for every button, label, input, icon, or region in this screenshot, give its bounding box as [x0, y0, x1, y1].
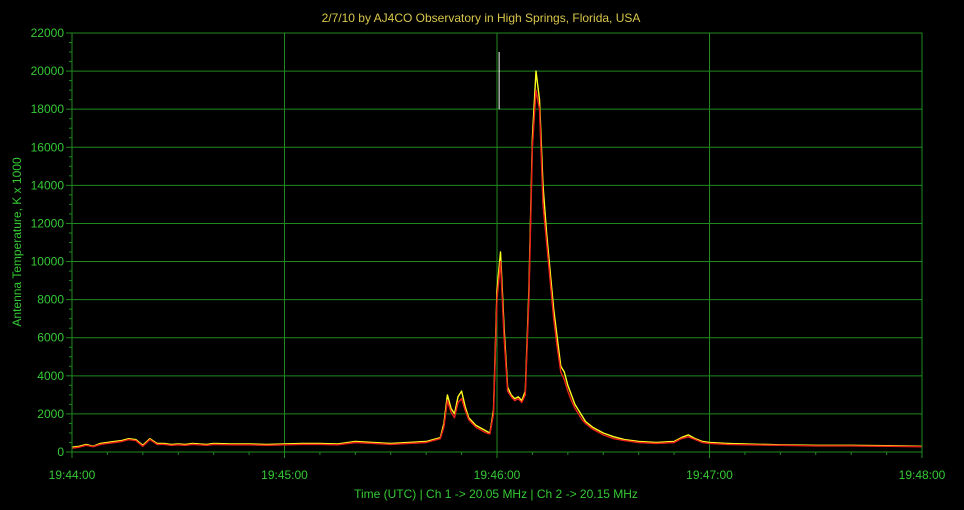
y-axis-label: Antenna Temperature, K x 1000	[10, 157, 24, 327]
y-tick-label: 22000	[31, 26, 65, 40]
x-tick-labels: 19:44:00 19:45:00 19:46:00 19:47:00 19:48:00	[49, 468, 946, 482]
y-tick-label: 12000	[31, 216, 65, 230]
y-tick-label: 8000	[37, 293, 64, 307]
x-tick-label: 19:48:00	[899, 468, 946, 482]
y-tick-label: 14000	[31, 178, 65, 192]
series-ch1-overlay	[71, 90, 923, 449]
y-tick-label: 6000	[37, 331, 64, 345]
y-tick-label: 20000	[31, 64, 65, 78]
x-axis-label: Time (UTC) | Ch 1 -> 20.05 MHz | Ch 2 ->…	[354, 487, 638, 501]
y-tick-label: 0	[57, 445, 64, 459]
y-tick-label: 16000	[31, 140, 65, 154]
x-tick-label: 19:44:00	[49, 468, 96, 482]
chart-title: 2/7/10 by AJ4CO Observatory in High Spri…	[322, 11, 641, 25]
series-ch2-line	[71, 70, 923, 448]
x-tick-label: 19:45:00	[261, 468, 308, 482]
y-tick-label: 18000	[31, 102, 65, 116]
plot-frame	[71, 32, 923, 453]
x-tick-label: 19:47:00	[686, 468, 733, 482]
y-tick-label: 2000	[37, 407, 64, 421]
y-tick-label: 4000	[37, 369, 64, 383]
x-tick-label: 19:46:00	[474, 468, 521, 482]
y-tick-label: 10000	[31, 255, 65, 269]
y-tick-labels: 0 2000 4000 6000 8000 10000 12000 14000 16000 180…	[31, 26, 65, 459]
series-group	[71, 52, 923, 449]
